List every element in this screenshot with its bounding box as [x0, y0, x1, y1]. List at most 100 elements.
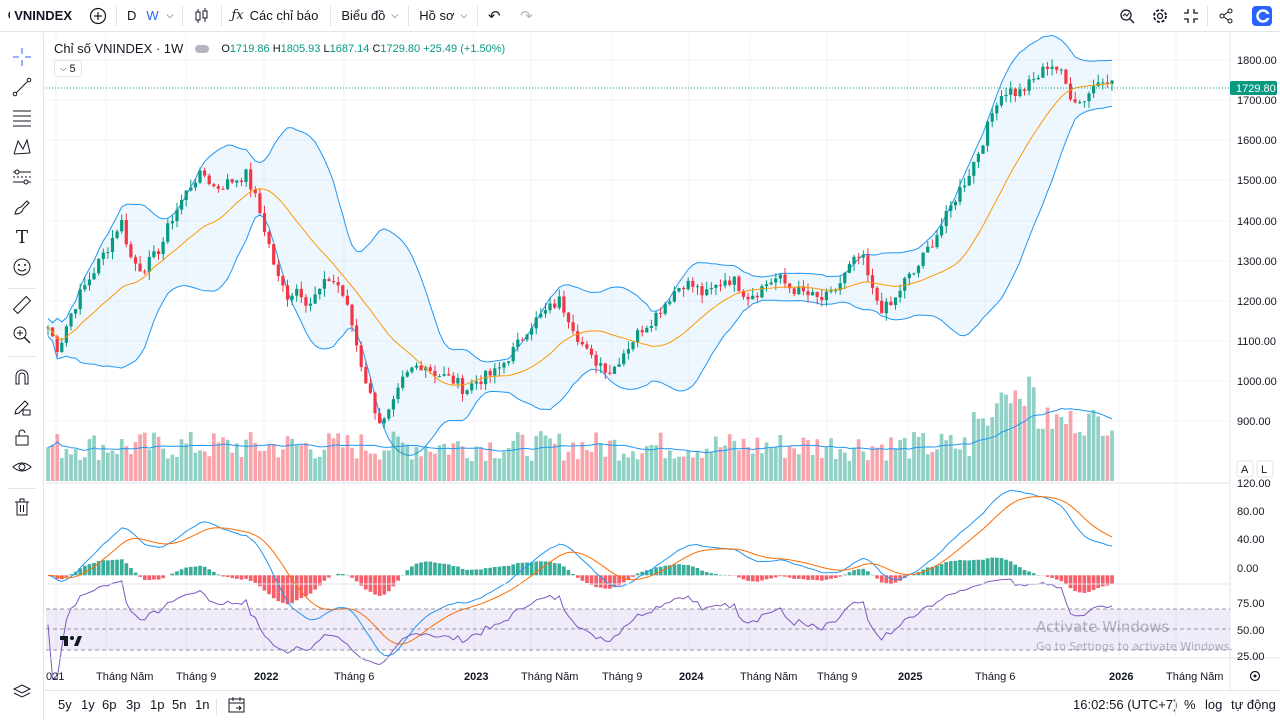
trash-icon[interactable] — [8, 493, 36, 521]
volume-bar — [539, 431, 543, 481]
macd-histogram-bar — [681, 564, 686, 576]
lock-drawing-pencil-icon[interactable] — [8, 393, 36, 421]
trendline-icon[interactable] — [8, 73, 36, 101]
symbol-search[interactable]: VNINDEX — [0, 0, 80, 32]
volume-bar — [548, 438, 552, 481]
volume-bar — [87, 439, 92, 481]
price-label: 1100.00 — [1237, 336, 1276, 348]
object-tree-icon[interactable] — [8, 678, 36, 706]
volume-bar — [856, 439, 861, 481]
candle-body — [543, 310, 547, 314]
log-scale-button[interactable] — [1256, 460, 1274, 478]
crosshair-icon[interactable] — [8, 43, 36, 71]
quick-search-icon[interactable] — [1111, 0, 1143, 32]
macd-histogram-bar — [96, 561, 101, 576]
undo-icon[interactable]: ↶ — [488, 7, 501, 25]
volume-bar — [714, 436, 718, 481]
percent-scale-button[interactable]: % — [1184, 697, 1196, 712]
share-icon[interactable] — [1208, 0, 1244, 32]
range-5y-button[interactable]: 5y — [58, 697, 72, 712]
ruler-icon[interactable] — [8, 291, 36, 319]
go-to-date-icon[interactable] — [228, 696, 246, 714]
redo-icon[interactable]: ↷ — [520, 7, 533, 25]
macd-histogram-bar — [820, 575, 824, 581]
candle-body — [760, 286, 764, 298]
volume-bar — [866, 460, 870, 481]
chart-style-button[interactable] — [183, 0, 221, 32]
macd-histogram-bar — [668, 565, 672, 576]
candle-body — [350, 304, 354, 326]
volume-bar — [1022, 405, 1027, 481]
macd-histogram-bar — [995, 557, 999, 576]
range-1y-button[interactable]: 1y — [81, 697, 95, 712]
macd-histogram-bar — [152, 575, 156, 580]
range-3m-button[interactable]: 3p — [126, 697, 141, 712]
compare-button[interactable] — [80, 0, 116, 32]
candle-body — [203, 170, 207, 176]
fib-retracement-icon[interactable] — [8, 103, 36, 131]
volume-bar — [387, 450, 391, 481]
candle-body — [143, 271, 147, 273]
volume-bar — [345, 435, 350, 481]
profile-menu-button[interactable]: Hồ sơ ⌵ — [409, 0, 477, 32]
volume-bar — [1096, 416, 1100, 481]
macd-histogram-bar — [852, 570, 856, 576]
settings-gear-icon[interactable] — [1249, 670, 1261, 682]
range-5d-button[interactable]: 5n — [172, 697, 187, 712]
macd-histogram-bar — [631, 575, 635, 577]
macd-histogram-bar — [879, 575, 884, 583]
volume-bar — [317, 456, 322, 481]
macd-histogram-bar — [801, 575, 806, 580]
fullscreen-icon[interactable] — [1175, 0, 1207, 32]
volume-bar — [598, 443, 603, 481]
candle-body — [1013, 88, 1017, 96]
range-1m-button[interactable]: 1p — [150, 697, 165, 712]
candle-body — [640, 330, 644, 333]
indicators-button[interactable]: ƒx Các chỉ báo — [222, 0, 331, 32]
candle-body — [1004, 94, 1008, 97]
lock-icon[interactable] — [8, 423, 36, 451]
forecast-icon[interactable] — [8, 163, 36, 191]
macd-histogram-bar — [612, 575, 617, 588]
log-scale-toggle[interactable]: log — [1205, 697, 1223, 712]
volume-bar — [893, 448, 898, 481]
magnet-icon[interactable] — [8, 363, 36, 391]
volume-bar — [419, 456, 423, 481]
candle-body — [976, 153, 980, 162]
interval-week-button[interactable]: W — [142, 0, 162, 32]
auto-scale-button[interactable] — [1236, 460, 1254, 478]
indicators-collapse-button[interactable]: ⌵ 5 — [54, 60, 82, 77]
emoji-icon[interactable] — [8, 253, 36, 281]
bollinger-upper — [47, 34, 1113, 363]
volume-bar — [640, 453, 644, 481]
volume-bar — [944, 440, 948, 481]
brush-icon[interactable] — [8, 193, 36, 221]
eye-icon[interactable] — [8, 453, 36, 481]
macd-histogram-bar — [985, 558, 990, 576]
volume-bar — [672, 458, 677, 481]
candle-body — [1018, 89, 1022, 96]
volume-bar — [585, 449, 589, 481]
volume-bar — [718, 447, 723, 481]
zoom-in-icon[interactable] — [8, 321, 36, 349]
legend-title[interactable]: Chỉ số VNINDEX · 1W — [54, 41, 184, 56]
volume-bar — [631, 451, 635, 481]
macd-histogram-bar — [709, 573, 714, 576]
clock-timezone[interactable]: 16:02:56 (UTC+7) — [1073, 697, 1178, 712]
auto-scale-toggle[interactable]: tự động — [1231, 697, 1276, 712]
interval-day-button[interactable]: D — [117, 0, 142, 32]
volume-bar — [985, 425, 990, 481]
volume-bar — [253, 442, 258, 481]
chart-menu-button[interactable]: Biểu đồ ⌵ — [331, 0, 408, 32]
candle-body — [138, 263, 142, 272]
pattern-icon[interactable] — [8, 133, 36, 161]
range-1d-button[interactable]: 1n — [195, 697, 210, 712]
candle-body — [1087, 93, 1091, 102]
settings-icon[interactable] — [1143, 0, 1175, 32]
range-6m-button[interactable]: 6p — [102, 697, 117, 712]
brand-logo-icon[interactable] — [1244, 0, 1280, 32]
candle-body — [299, 288, 303, 298]
text-tool-icon[interactable]: T — [15, 226, 28, 248]
interval-dropdown[interactable]: ⌵ — [163, 0, 182, 32]
